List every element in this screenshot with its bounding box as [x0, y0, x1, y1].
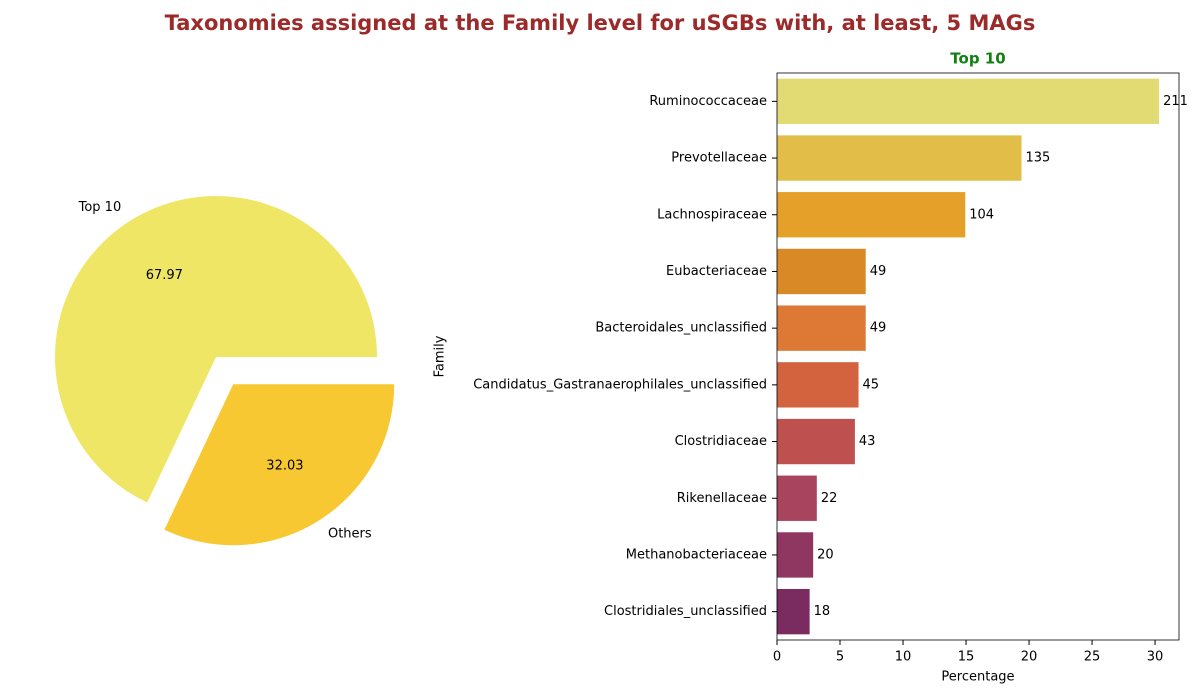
y-tick-label: Rikenellaceae — [677, 491, 767, 506]
plot-frame — [776, 72, 1180, 641]
bar-count-label: 45 — [863, 377, 880, 392]
bar-count-label: 49 — [870, 264, 887, 279]
bar-count-label: 211 — [1163, 94, 1188, 109]
pie-value-label: 67.97 — [146, 268, 183, 283]
y-tick-label: Methanobacteriaceae — [626, 547, 767, 562]
bar-count-label: 20 — [817, 547, 834, 562]
bar — [777, 475, 817, 521]
x-tick-label: 5 — [836, 650, 844, 665]
x-tick-label: 20 — [1021, 650, 1038, 665]
bar — [777, 78, 1160, 125]
y-tick-label: Prevotellaceae — [671, 151, 767, 166]
pie-value-label: 32.03 — [266, 458, 303, 473]
bar — [777, 532, 814, 578]
y-tick-label: Eubacteriaceae — [666, 264, 767, 279]
x-tick-label: 30 — [1147, 650, 1164, 665]
pie-slice — [164, 384, 395, 546]
y-tick-label: Clostridiaceae — [675, 434, 767, 449]
pie-label: Top 10 — [78, 200, 122, 215]
x-axis-label: Percentage — [941, 670, 1014, 685]
pie-slice — [55, 196, 378, 503]
y-tick-label: Bacteroidales_unclassified — [595, 321, 767, 336]
y-axis-label: Family — [433, 335, 448, 377]
bar-count-label: 18 — [814, 604, 831, 619]
bar — [777, 248, 866, 295]
bar-count-label: 49 — [870, 321, 887, 336]
bar — [777, 305, 866, 351]
bar-count-label: 135 — [1025, 151, 1050, 166]
bar — [777, 418, 855, 465]
bar — [777, 192, 966, 238]
bar — [777, 135, 1022, 181]
bar-count-label: 43 — [859, 434, 876, 449]
y-tick-label: Clostridiales_unclassified — [604, 604, 767, 619]
x-tick-label: 10 — [895, 650, 912, 665]
x-tick-label: 0 — [773, 650, 781, 665]
figure-title: Taxonomies assigned at the Family level … — [165, 11, 1036, 35]
bar-count-label: 104 — [969, 207, 994, 222]
y-tick-label: Lachnospiraceae — [657, 207, 767, 222]
pie-label: Others — [328, 526, 372, 541]
x-tick-label: 15 — [958, 650, 975, 665]
y-tick-label: Ruminococcaceae — [649, 94, 767, 109]
x-tick-label: 25 — [1084, 650, 1101, 665]
y-tick-label: Candidatus_Gastranaerophilales_unclassif… — [473, 377, 767, 392]
bar-count-label: 22 — [821, 491, 838, 506]
subplot-title: Top 10 — [950, 50, 1005, 68]
bar — [777, 588, 810, 635]
bar — [777, 362, 859, 408]
